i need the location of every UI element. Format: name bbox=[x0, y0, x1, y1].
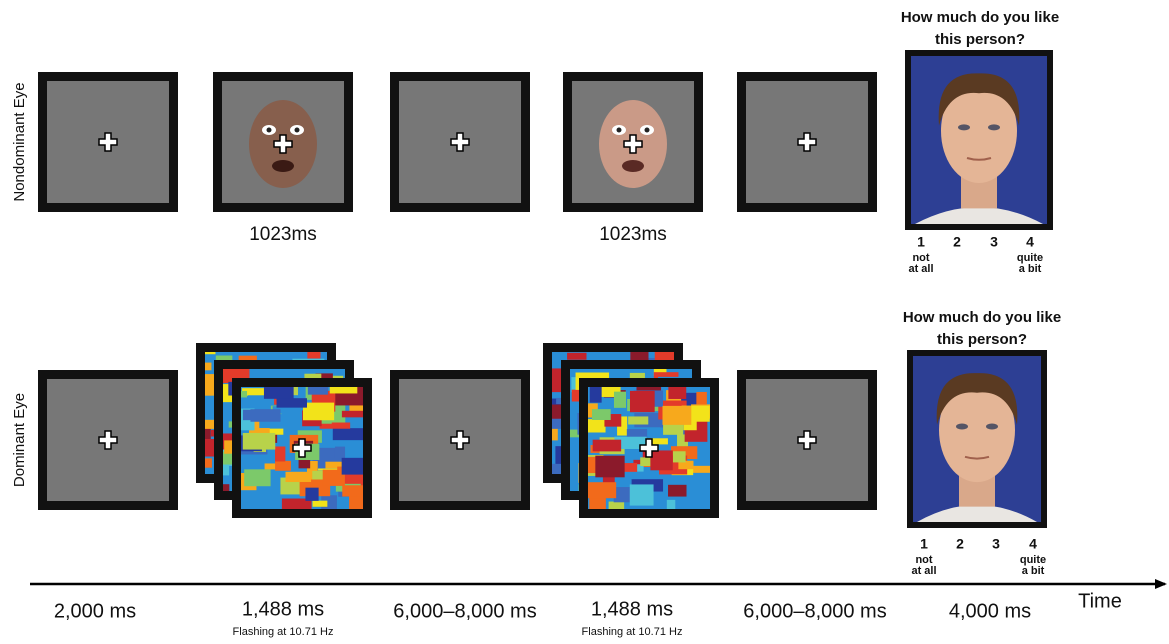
mondrian-patch bbox=[650, 450, 672, 470]
scale-point: 3 bbox=[990, 234, 998, 250]
pupil bbox=[617, 128, 622, 133]
mondrian-patch bbox=[333, 428, 365, 440]
question: this person? bbox=[937, 331, 1027, 348]
mouth bbox=[622, 160, 644, 172]
pupil bbox=[295, 128, 300, 133]
mondrian-patch bbox=[244, 469, 270, 486]
mondrian-patch bbox=[264, 386, 294, 399]
mondrian-patch bbox=[696, 392, 706, 405]
eye bbox=[988, 124, 1000, 130]
mondrian-patch bbox=[335, 447, 345, 458]
mondrian-patch bbox=[342, 411, 366, 418]
mondrian-patch bbox=[614, 392, 626, 408]
mondrian-patch bbox=[630, 484, 654, 505]
mondrian-patch bbox=[312, 501, 327, 507]
scale-point: 2 bbox=[956, 536, 964, 552]
mondrian-patch bbox=[584, 482, 616, 498]
mondrian-patch bbox=[305, 488, 318, 501]
eye bbox=[986, 424, 998, 430]
mondrian-patch bbox=[567, 353, 586, 360]
stimulus-duration: 1023ms bbox=[599, 224, 667, 245]
mondrian-patch bbox=[303, 403, 334, 421]
scale-low-label: at all bbox=[911, 565, 936, 577]
duration: 1,488 ms bbox=[242, 598, 324, 620]
question: this person? bbox=[935, 31, 1025, 48]
scale-point: 4 bbox=[1029, 536, 1037, 552]
duration: 1,488 ms bbox=[591, 598, 673, 620]
question: How much do you like bbox=[903, 309, 1061, 326]
eye-label: Nondominant Eye bbox=[11, 82, 28, 201]
duration: 2,000 ms bbox=[54, 600, 136, 622]
mondrian-patch bbox=[243, 433, 275, 450]
mondrian-patch bbox=[630, 391, 655, 412]
mondrian-patch bbox=[663, 406, 692, 425]
scale-point: 1 bbox=[920, 536, 928, 552]
mondrian-patch bbox=[614, 487, 633, 502]
mondrian-patch bbox=[250, 409, 280, 422]
mondrian-patch bbox=[275, 446, 285, 461]
mouth bbox=[272, 160, 294, 172]
scale-point: 3 bbox=[992, 536, 1000, 552]
mondrian-patch bbox=[673, 451, 686, 462]
duration: 6,000–8,000 ms bbox=[393, 600, 536, 622]
mondrian-patch bbox=[592, 409, 611, 420]
stimulus-duration: 1023ms bbox=[249, 224, 317, 245]
pupil bbox=[267, 128, 272, 133]
mondrian-patch bbox=[277, 398, 307, 407]
eye bbox=[958, 124, 970, 130]
mondrian-patch bbox=[593, 440, 621, 452]
mondrian-patch bbox=[628, 416, 648, 424]
duration-note: Flashing at 10.71 Hz bbox=[233, 626, 334, 638]
mondrian-patch bbox=[627, 429, 647, 438]
mondrian-patch bbox=[595, 456, 624, 478]
scale-point: 4 bbox=[1026, 234, 1034, 250]
experiment-diagram: 1023ms 1023ms How much do you like this per… bbox=[0, 0, 1169, 644]
mondrian-patch bbox=[587, 419, 606, 432]
duration-note: Flashing at 10.71 Hz bbox=[582, 626, 683, 638]
mondrian-patch bbox=[590, 386, 602, 403]
eye-label: Dominant Eye bbox=[11, 393, 28, 487]
eye bbox=[956, 424, 968, 430]
mondrian-patch bbox=[668, 485, 686, 497]
time-label: Time bbox=[1078, 590, 1122, 612]
scale-high-label: a bit bbox=[1022, 565, 1045, 577]
scale-low-label: at all bbox=[908, 263, 933, 275]
scale-point: 1 bbox=[917, 234, 925, 250]
mondrian-patch bbox=[285, 472, 311, 482]
scale-high-label: a bit bbox=[1019, 263, 1042, 275]
scale-point: 2 bbox=[953, 234, 961, 250]
mondrian-patch bbox=[275, 461, 291, 471]
duration: 6,000–8,000 ms bbox=[743, 600, 886, 622]
pupil bbox=[645, 128, 650, 133]
duration: 4,000 ms bbox=[949, 600, 1031, 622]
question: How much do you like bbox=[901, 9, 1059, 26]
